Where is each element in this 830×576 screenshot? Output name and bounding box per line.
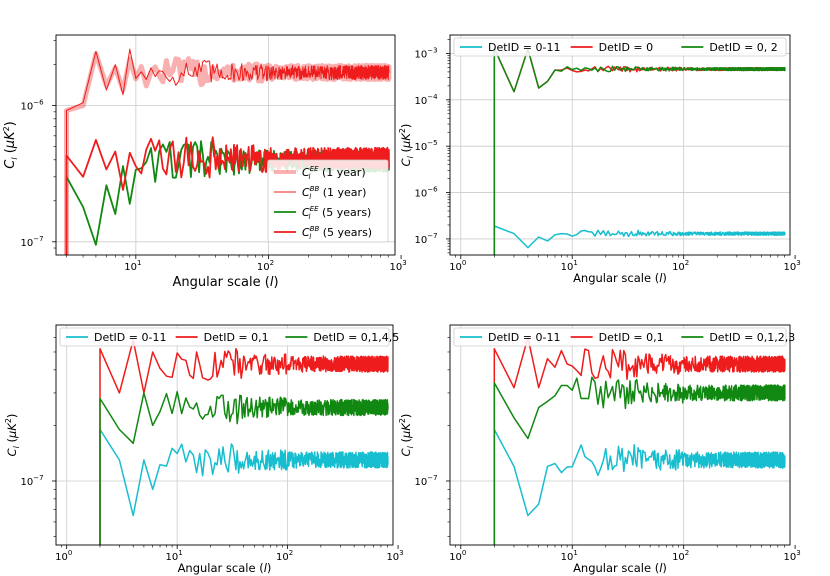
legend-entry: DetID = 0-11: [488, 331, 560, 344]
x-tick-label: 102: [672, 259, 689, 273]
x-tick-label: 100: [449, 259, 466, 273]
legend-entry: CBB l (5 years): [302, 225, 372, 241]
axes-frame: [55, 34, 396, 256]
series-group: [99, 339, 389, 545]
y-tick-label: 10−3: [414, 46, 437, 60]
y-tick-label: 10−7: [414, 232, 437, 246]
legend-entry: DetID = 0,1: [204, 331, 269, 344]
x-axis-label: Angular scale (l): [178, 561, 272, 575]
legend-entry: DetID = 0,1,2,3: [709, 331, 795, 344]
x-tick-label: 100: [55, 549, 72, 563]
x-tick-label: 103: [389, 259, 406, 273]
x-tick-label: 103: [783, 259, 800, 273]
y-tick-label: 10−7: [20, 235, 43, 249]
series-line-2: [493, 376, 786, 545]
legend-entry: CEE l (1 year): [302, 165, 366, 181]
x-tick-label: 102: [257, 259, 274, 273]
gridlines: [450, 325, 790, 545]
axes-frame: [449, 34, 791, 256]
x-tick-label: 103: [386, 549, 403, 563]
series-line-0: [493, 225, 786, 255]
series-line-1: [493, 336, 786, 545]
legend: DetID = 0-11 DetID = 0 DetID = 0, 2: [453, 37, 787, 57]
y-tick-label: 10−7: [20, 474, 43, 488]
series-line-1: [66, 48, 390, 255]
y-axis-label: Cl (μK2): [2, 121, 19, 169]
legend: DetID = 0-11 DetID = 0,1 DetID = 0,1,2,3: [453, 327, 795, 347]
legend-frame: [453, 37, 787, 57]
minor-ticks: [447, 39, 785, 258]
y-tick-label: 10−6: [20, 99, 44, 113]
legend-entry: DetID = 0: [599, 41, 653, 54]
gridlines: [56, 325, 393, 545]
legend-frame: [267, 159, 389, 243]
series-line-1: [493, 47, 786, 255]
x-axis-label: Angular scale (l): [573, 561, 667, 575]
axes-frame: [449, 324, 791, 546]
series-line-0: [493, 428, 786, 545]
series-line-0: [99, 428, 389, 545]
series-line-2: [99, 390, 389, 545]
x-tick-label: 100: [449, 549, 466, 563]
series-group: [493, 47, 786, 255]
y-axis-label: Cl (μK2): [398, 414, 415, 457]
x-axis-label: Angular scale (l): [573, 271, 667, 285]
axes-frame: [55, 324, 394, 546]
legend-entry: DetID = 0,1,4,5: [313, 331, 399, 344]
y-axis-label: Cl (μK2): [398, 124, 415, 167]
y-axis-label: Cl (μK2): [4, 414, 21, 457]
legend-entry: CEE l (5 years): [302, 205, 371, 221]
legend: DetID = 0-11 DetID = 0,1 DetID = 0,1,4,5: [59, 327, 399, 347]
panel-p2: 100 101 102 10310−710−610−510−410−3Angular …: [398, 34, 801, 285]
x-tick-label: 102: [672, 549, 689, 563]
x-tick-label: 103: [783, 549, 800, 563]
series-group: [493, 336, 786, 545]
x-tick-label: 101: [124, 259, 141, 273]
legend-frame: [453, 327, 787, 347]
legend-entry: CBB l (1 year): [302, 185, 366, 201]
series-line-2: [493, 47, 786, 255]
legend: CEE l (1 year) CBB l (1 year) CEE l (5 years)…: [267, 159, 389, 243]
series-line-1: [99, 339, 389, 545]
y-tick-label: 10−6: [414, 186, 438, 200]
x-axis-label: Angular scale (l): [172, 275, 278, 290]
y-tick-label: 10−5: [414, 139, 437, 153]
legend-entry: DetID = 0,1: [599, 331, 664, 344]
legend-entry: DetID = 0, 2: [709, 41, 777, 54]
legend-entry: DetID = 0-11: [94, 331, 166, 344]
legend-entry: DetID = 0-11: [488, 41, 560, 54]
legend-frame: [59, 327, 390, 347]
panel-p1: 101 102 103 10−7 10−6 Angular scale (l) Cl (μK…: [2, 34, 407, 290]
x-tick-label: 102: [276, 549, 293, 563]
y-tick-label: 10−4: [414, 93, 438, 107]
y-tick-label: 10−7: [414, 474, 437, 488]
